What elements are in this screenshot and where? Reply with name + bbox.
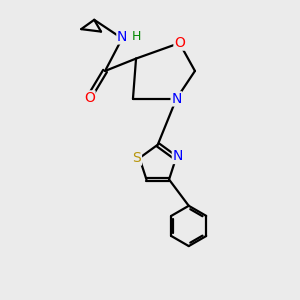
Text: S: S [133, 151, 141, 165]
Text: H: H [131, 30, 141, 44]
Text: N: N [117, 30, 127, 44]
Text: O: O [84, 91, 95, 105]
Text: N: N [172, 149, 183, 164]
Text: N: N [171, 92, 182, 106]
Text: O: O [174, 36, 185, 50]
